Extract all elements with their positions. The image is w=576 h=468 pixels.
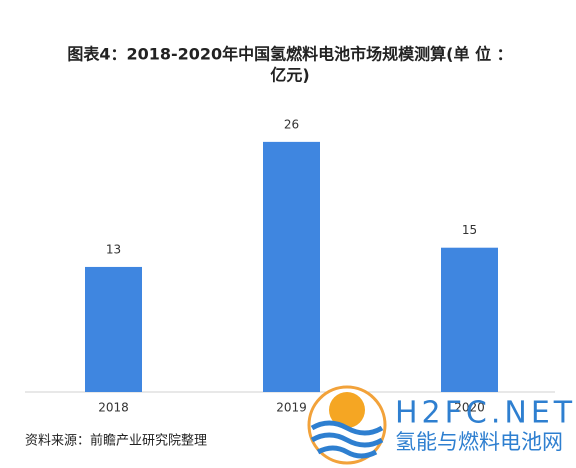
logo-waves: [310, 420, 384, 459]
value-label: 26: [284, 117, 299, 131]
logo-sun: [329, 392, 365, 428]
chart-title: 图表4：2018-2020年中国氢燃料电池市场规模测算(单 位 ：: [67, 45, 512, 64]
chart-title: 亿元): [270, 66, 309, 85]
source: 资料来源：前瞻产业研究院整理: [25, 433, 207, 449]
bar: [263, 141, 320, 392]
watermark-logo: H2FC.NET 氢能与燃料电池网: [307, 385, 576, 465]
x-tick-label: 2020: [454, 401, 485, 415]
bar: [441, 247, 498, 392]
value-label: 13: [106, 242, 121, 256]
x-tick-label: 2018: [98, 401, 129, 415]
watermark-name: 氢能与燃料电池网: [395, 430, 563, 454]
watermark-site: H2FC.NET: [395, 396, 576, 431]
bar: [85, 266, 142, 392]
x-tick-label: 2019: [276, 401, 307, 415]
value-label: 15: [462, 223, 477, 237]
